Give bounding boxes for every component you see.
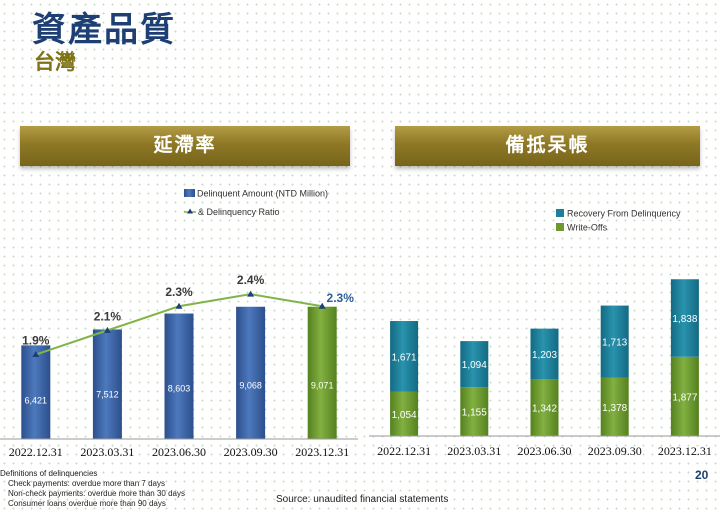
bar-value-label: 8,603: [168, 383, 191, 393]
x-tick-label: 2023.03.31: [447, 444, 501, 458]
recovery-value-label: 1,094: [462, 360, 487, 371]
ratio-marker: [318, 302, 326, 309]
write-offs-bar: [390, 391, 419, 436]
ratio-value-label: 2.3%: [327, 291, 355, 305]
delinquent-amount-bar: [21, 345, 51, 439]
recovery-bar: [530, 328, 559, 380]
recovery-value-label: 1,203: [532, 350, 557, 361]
write-offs-bar: [530, 379, 559, 436]
ratio-marker: [32, 351, 40, 358]
legend-swatch-writeoffs: [556, 223, 564, 231]
x-tick-label: 2022.12.31: [9, 445, 63, 459]
recovery-bar: [600, 305, 629, 378]
recovery-bar: [460, 341, 489, 388]
ratio-value-label: 2.4%: [237, 273, 265, 287]
ratio-value-label: 2.3%: [165, 285, 193, 299]
legend-swatch-bar: [184, 189, 195, 197]
write-offs-bar: [600, 377, 629, 436]
write-offs-value-label: 1,155: [462, 408, 487, 419]
recovery-value-label: 1,671: [392, 352, 417, 363]
x-tick-label: 2023.06.30: [518, 444, 572, 458]
recovery-value-label: 1,838: [672, 314, 697, 325]
legend-swatch-marker: [187, 208, 193, 214]
recovery-value-label: 1,713: [602, 338, 627, 349]
x-tick-label: 2022.12.31: [377, 444, 431, 458]
write-offs-bar: [670, 356, 699, 436]
definition-item: Check payments: overdue more than 7 days: [8, 479, 165, 488]
x-tick-label: 2023.09.30: [588, 444, 642, 458]
definition-item: Non-check payments: overdue more than 30…: [8, 489, 185, 498]
legend-swatch-recovery: [556, 209, 564, 217]
ratio-value-label: 2.1%: [94, 309, 122, 323]
delinquent-amount-bar: [164, 313, 194, 439]
recovery-bar: [670, 279, 699, 357]
bar-value-label: 9,071: [311, 381, 334, 391]
x-tick-label: 2023.12.31: [295, 445, 349, 459]
definitions-heading: Definitions of delinquencies: [0, 469, 98, 478]
allowance-chart-banner: 備抵呆帳: [395, 126, 700, 166]
bar-value-label: 9,068: [239, 381, 262, 391]
x-tick-label: 2023.06.30: [152, 445, 206, 459]
legend-label: & Delinquency Ratio: [198, 207, 280, 217]
delinquent-amount-bar: [92, 329, 122, 439]
write-offs-value-label: 1,054: [392, 410, 417, 421]
write-offs-value-label: 1,342: [532, 404, 557, 415]
legend-label: Recovery From Delinquency: [567, 209, 681, 219]
x-tick-label: 2023.09.30: [224, 445, 278, 459]
x-tick-label: 2023.12.31: [658, 444, 712, 458]
delinquent-amount-bar: [236, 306, 266, 439]
write-offs-value-label: 1,378: [602, 403, 627, 414]
ratio-marker: [247, 290, 255, 297]
page-title: 資產品質: [32, 11, 176, 49]
page-subtitle: 台灣: [34, 51, 76, 74]
source-note: Source: unaudited financial statements: [276, 494, 449, 505]
delinquent-amount-bar: [307, 306, 337, 439]
ratio-value-label: 1.9%: [22, 334, 50, 348]
ratio-marker: [103, 326, 111, 333]
definition-item: Consumer loans overdue more than 90 days: [8, 499, 166, 508]
x-tick-label: 2023.03.31: [80, 445, 134, 459]
legend-label: Write-Offs: [567, 223, 608, 233]
delinquency-chart-banner: 延滯率: [20, 126, 350, 166]
write-offs-value-label: 1,877: [672, 392, 697, 403]
write-offs-bar: [460, 387, 489, 436]
bar-value-label: 7,512: [96, 389, 119, 399]
delinquency-definitions: Definitions of delinquencies Check payme…: [0, 469, 185, 509]
ratio-marker: [175, 302, 183, 309]
bar-value-label: 6,421: [25, 395, 48, 405]
recovery-bar: [390, 321, 419, 392]
page-number: 20: [695, 468, 709, 482]
legend-label: Delinquent Amount (NTD Million): [197, 189, 328, 199]
